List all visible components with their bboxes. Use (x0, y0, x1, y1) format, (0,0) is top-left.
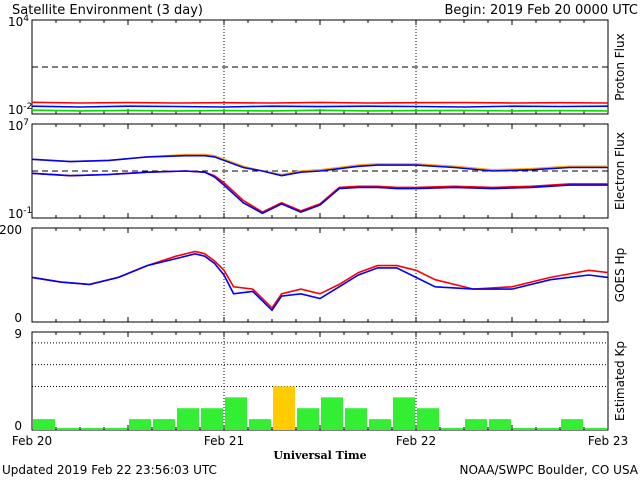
kp-bar (297, 408, 319, 430)
kp-bar (249, 419, 271, 430)
electron-series-blue (31, 154, 608, 177)
x-tick-label: Feb 23 (588, 434, 628, 448)
proton-panel: 104 10-2 Proton Flux (8, 14, 627, 117)
kp-bar (33, 419, 55, 430)
goes_hp-y-tick-label: 0 (14, 311, 22, 325)
goes_hp-y-tick-label: 200 (0, 223, 22, 237)
x-tick-label: Feb 20 (12, 434, 52, 448)
kp-bar (153, 419, 175, 430)
proton-y-label: Proton Flux (613, 33, 627, 100)
kp-y-tick-label: 9 (14, 327, 22, 341)
proton-y-tick-label: 104 (8, 14, 29, 29)
kp-bar (465, 419, 487, 430)
kp-bar (273, 386, 295, 430)
kp-bar (489, 419, 511, 430)
kp-y-label: Estimated Kp (613, 341, 627, 421)
plot-panels: 104 10-2 Proton Flux 107 10-1 Electron Flux 20… (0, 14, 628, 448)
plot-title: Satellite Environment (3 day) (12, 3, 203, 18)
x-tick-label: Feb 21 (204, 434, 244, 448)
goes_hp-y-label: GOES Hp (613, 248, 627, 302)
kp-bar (225, 397, 247, 430)
x-axis-label: Universal Time (273, 449, 366, 462)
proton-y-tick-label: 10-2 (8, 102, 32, 117)
kp-bar (393, 397, 415, 430)
electron-y-tick-label: 10-1 (8, 206, 32, 221)
kp-y-tick-label: 0 (14, 419, 22, 433)
kp-bar (177, 408, 199, 430)
credit-text: NOAA/SWPC Boulder, CO USA (460, 463, 639, 477)
proton-frame (31, 19, 609, 115)
kp-bar (201, 408, 223, 430)
kp-bar (561, 419, 583, 430)
goes_hp-frame (31, 227, 609, 323)
kp-bar (321, 397, 343, 430)
updated-timestamp: Updated 2019 Feb 22 23:56:03 UTC (2, 463, 217, 477)
proton-series-blue (31, 105, 609, 108)
proton-series-green (31, 109, 609, 112)
kp-bar (417, 408, 439, 430)
kp-bar (369, 419, 391, 430)
kp-panel: 9 0 Estimated Kp (14, 327, 627, 433)
goes_hp-panel: 200 0 GOES Hp (0, 223, 627, 325)
electron-panel: 107 10-1 Electron Flux (8, 118, 627, 221)
begin-date: Begin: 2019 Feb 20 0000 UTC (444, 3, 638, 18)
kp-bar (129, 419, 151, 430)
electron-series-blue (31, 170, 608, 215)
electron-y-tick-label: 107 (8, 118, 29, 133)
proton-series-red (31, 101, 609, 104)
electron-y-label: Electron Flux (613, 132, 627, 210)
x-tick-label: Feb 22 (396, 434, 436, 448)
goes_hp-series-red (31, 250, 609, 310)
goes_hp-series-blue (31, 252, 609, 312)
kp-bar (345, 408, 367, 430)
kp-frame (31, 331, 609, 431)
